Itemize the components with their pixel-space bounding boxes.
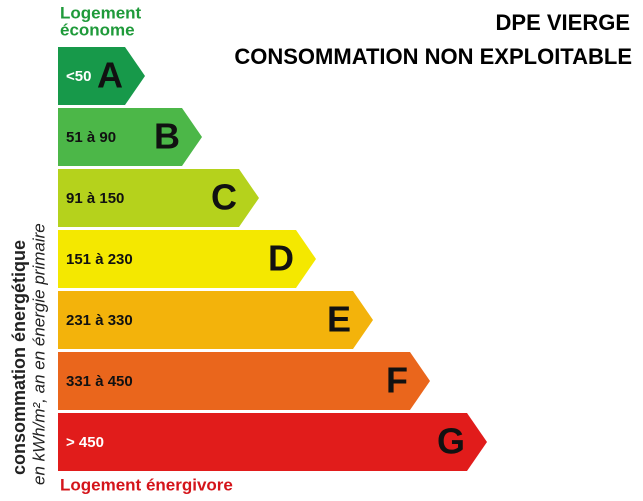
class-letter: B (154, 116, 180, 157)
class-bar (58, 413, 487, 471)
class-bar (58, 352, 430, 410)
class-letter: F (386, 360, 408, 401)
class-letter: A (97, 55, 123, 96)
class-letter: G (437, 421, 465, 462)
top-label: Logement (60, 3, 142, 22)
class-range: 51 à 90 (66, 129, 116, 146)
class-bar (58, 47, 145, 105)
class-range: <50 (66, 68, 91, 85)
class-range: > 450 (66, 434, 104, 451)
class-bar (58, 108, 202, 166)
class-letter: C (211, 177, 237, 218)
axis-label: en kWh/m², an en énergie primaire (29, 223, 48, 485)
class-bar (58, 291, 373, 349)
axis-label: consommation énergétique (9, 240, 29, 475)
class-range: 331 à 450 (66, 373, 133, 390)
classes: <50 A 51 à 90 B 91 à 150 C 151 à 230 D 231 à 330… (58, 47, 487, 471)
class-bar (58, 169, 259, 227)
title: CONSOMMATION NON EXPLOITABLE (234, 44, 632, 69)
class-range: 91 à 150 (66, 190, 124, 207)
class-letter: D (268, 238, 294, 279)
class-range: 151 à 230 (66, 251, 133, 268)
class-range: 231 à 330 (66, 312, 133, 329)
class-bar (58, 230, 316, 288)
class-letter: E (327, 299, 351, 340)
bottom-label: Logement énergivore (60, 475, 233, 494)
top-label: économe (60, 20, 135, 39)
title: DPE VIERGE (496, 10, 630, 35)
